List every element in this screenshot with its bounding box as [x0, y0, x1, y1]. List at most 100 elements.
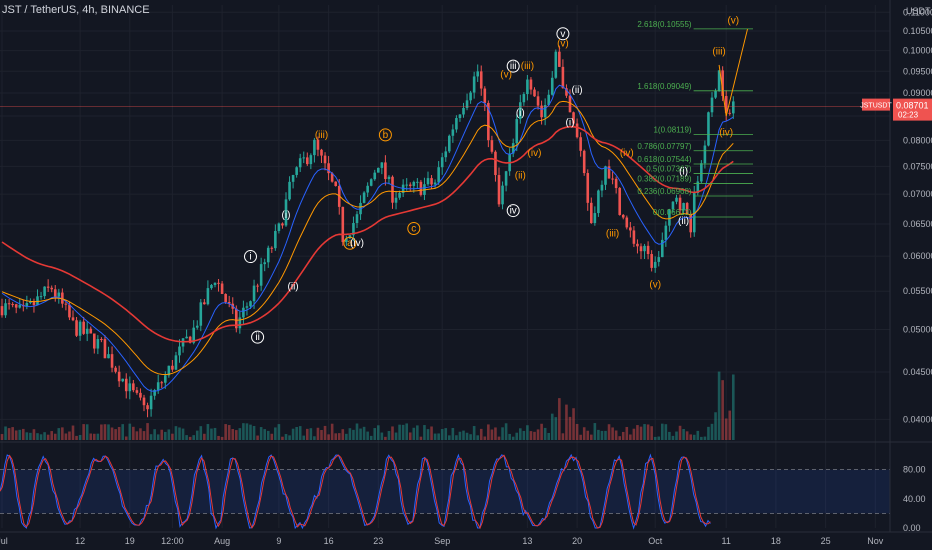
- candle-body: [277, 223, 281, 231]
- candle-body: [203, 302, 206, 305]
- candle-body: [586, 173, 590, 203]
- candle-body: [270, 247, 274, 249]
- wave-label-circle: [407, 221, 421, 235]
- volume-bar: [217, 435, 220, 440]
- volume-bar: [501, 427, 504, 440]
- candle-body: [732, 101, 735, 114]
- candle-body: [476, 71, 479, 77]
- x-tick-label: 20: [572, 536, 582, 546]
- volume-bar: [689, 434, 692, 440]
- volume-bar: [629, 434, 632, 440]
- volume-bar: [423, 425, 426, 440]
- volume-bar: [29, 432, 32, 440]
- volume-bar: [156, 434, 160, 440]
- candle-body: [46, 286, 50, 288]
- candle-body: [11, 304, 14, 306]
- volume-bar: [550, 413, 554, 440]
- candle-body: [96, 339, 100, 349]
- candle-body: [345, 238, 348, 243]
- candle-body: [440, 157, 444, 168]
- candle-body: [128, 383, 132, 392]
- volume-bar: [600, 430, 604, 440]
- volume-bar: [75, 435, 78, 440]
- x-tick-label: 18: [771, 536, 781, 546]
- candle-body: [142, 397, 146, 406]
- candle-body: [139, 392, 142, 398]
- candle-body: [192, 327, 195, 343]
- volume-bar: [93, 433, 96, 440]
- wave-label-circle: [378, 128, 392, 142]
- volume-bar: [714, 412, 717, 440]
- volume-bar: [107, 424, 110, 440]
- candle-body: [146, 405, 149, 410]
- volume-bar: [433, 433, 437, 440]
- fib-level-label: 0.786(0.07797): [637, 142, 692, 151]
- x-tick-label: 9: [276, 536, 281, 546]
- candle-body: [330, 173, 334, 182]
- volume-bar: [309, 428, 313, 440]
- candle-body: [366, 185, 369, 193]
- candle-body: [18, 304, 22, 308]
- x-tick-label: Aug: [214, 536, 230, 546]
- candle-body: [519, 102, 522, 120]
- volume-bar: [352, 429, 355, 440]
- candle-body: [252, 285, 256, 302]
- volume-bar: [696, 430, 700, 440]
- x-tick-label: 12: [75, 536, 85, 546]
- candle-body: [32, 300, 36, 306]
- fib-level-label: 1(0.08119): [653, 125, 691, 134]
- volume-bar: [256, 435, 259, 440]
- candle-body: [217, 282, 220, 284]
- candle-body: [685, 203, 689, 214]
- volume-bar: [639, 426, 643, 440]
- volume-bar: [668, 431, 671, 440]
- candle-body: [724, 95, 728, 113]
- stoch-tick-label: 0.00: [903, 523, 921, 533]
- wave-label: ii: [255, 332, 259, 343]
- volume-bar: [192, 435, 195, 440]
- wave-label: (v): [727, 15, 739, 26]
- volume-bar: [575, 423, 579, 440]
- candle-body: [71, 317, 75, 321]
- volume-bar: [632, 428, 636, 440]
- volume-bar: [593, 423, 597, 440]
- volume-bar: [653, 436, 657, 440]
- volume-bar: [664, 424, 668, 440]
- candle-body: [210, 284, 213, 289]
- elliott-wave-labels: iii(i)(ii)(iii)a(iv)bciii(v)iv(i)(iii)(i…: [244, 15, 739, 344]
- candle-body: [249, 301, 252, 307]
- fib-level-label: 0(0.06613): [653, 208, 692, 217]
- candle-body: [259, 264, 263, 286]
- volume-bar: [508, 433, 511, 440]
- wave-label: (iv): [350, 238, 364, 249]
- candle-body: [458, 114, 462, 119]
- volume-bar: [558, 398, 561, 440]
- volume-bar: [181, 428, 185, 440]
- candle-body: [611, 178, 614, 180]
- volume-bar: [451, 427, 455, 440]
- candle-body: [433, 182, 437, 185]
- candle-body: [188, 336, 192, 343]
- volume-bar: [121, 424, 124, 440]
- candle-body: [657, 257, 661, 262]
- candle-body: [451, 129, 455, 136]
- fib-level-label: 2.618(0.10555): [637, 20, 692, 29]
- volume-bar: [242, 423, 245, 440]
- candle-body: [490, 140, 494, 152]
- wave-label-circle: [343, 236, 357, 250]
- candle-body: [465, 100, 469, 108]
- candle-body: [448, 135, 451, 152]
- volume-bar: [692, 434, 696, 440]
- candle-body: [387, 176, 391, 180]
- volume-bar: [519, 428, 522, 440]
- volume-bar: [650, 426, 653, 440]
- candle-body: [700, 163, 703, 182]
- volume-bar: [469, 434, 472, 440]
- ma-line-ema-slow: [1, 125, 734, 343]
- volume-bar: [306, 428, 309, 440]
- volume-bar: [231, 428, 235, 440]
